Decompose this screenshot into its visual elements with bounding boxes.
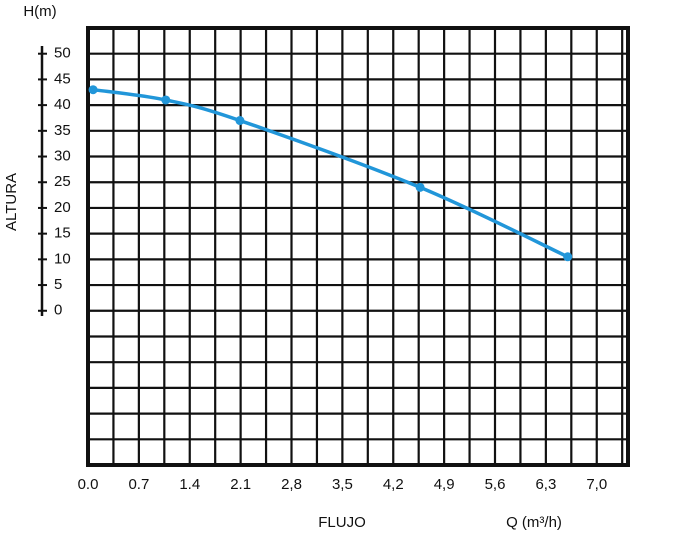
x-tick-label: 3,5 xyxy=(332,476,353,493)
y-tick-label: 30 xyxy=(54,147,71,164)
y-axis-title: ALTURA xyxy=(3,173,20,231)
series-line xyxy=(92,87,569,259)
y-tick-label: 10 xyxy=(54,250,71,267)
y-axis-unit: H(m) xyxy=(23,3,56,20)
x-tick-label: 4,9 xyxy=(434,476,455,493)
x-tick-label: 1.4 xyxy=(179,476,200,493)
data-point xyxy=(161,95,171,105)
y-tick-label: 15 xyxy=(54,225,71,242)
x-tick-label: 5,6 xyxy=(485,476,506,493)
x-tick-label: 0.7 xyxy=(128,476,149,493)
x-axis-title: FLUJO xyxy=(318,514,366,531)
y-tick-label: 20 xyxy=(54,199,71,216)
plot-frame xyxy=(86,26,630,467)
data-point xyxy=(88,85,98,95)
y-tick-label: 5 xyxy=(54,276,62,293)
x-tick-label: 4,2 xyxy=(383,476,404,493)
y-tick-label: 0 xyxy=(54,302,62,319)
y-tick-label: 35 xyxy=(54,122,71,139)
x-tick-label: 0.0 xyxy=(78,476,99,493)
x-tick-label: 2,8 xyxy=(281,476,302,493)
data-point xyxy=(563,252,573,262)
x-tick-label: 6,3 xyxy=(535,476,556,493)
x-axis-unit: Q (m³/h) xyxy=(506,514,562,531)
x-tick-label: 7,0 xyxy=(586,476,607,493)
y-tick-label: 40 xyxy=(54,96,71,113)
y-tick-label: 45 xyxy=(54,70,71,87)
data-point xyxy=(235,116,245,126)
y-tick-label: 25 xyxy=(54,173,71,190)
y-tick-label: 50 xyxy=(54,45,71,62)
data-point xyxy=(415,182,425,192)
x-tick-label: 2.1 xyxy=(230,476,251,493)
